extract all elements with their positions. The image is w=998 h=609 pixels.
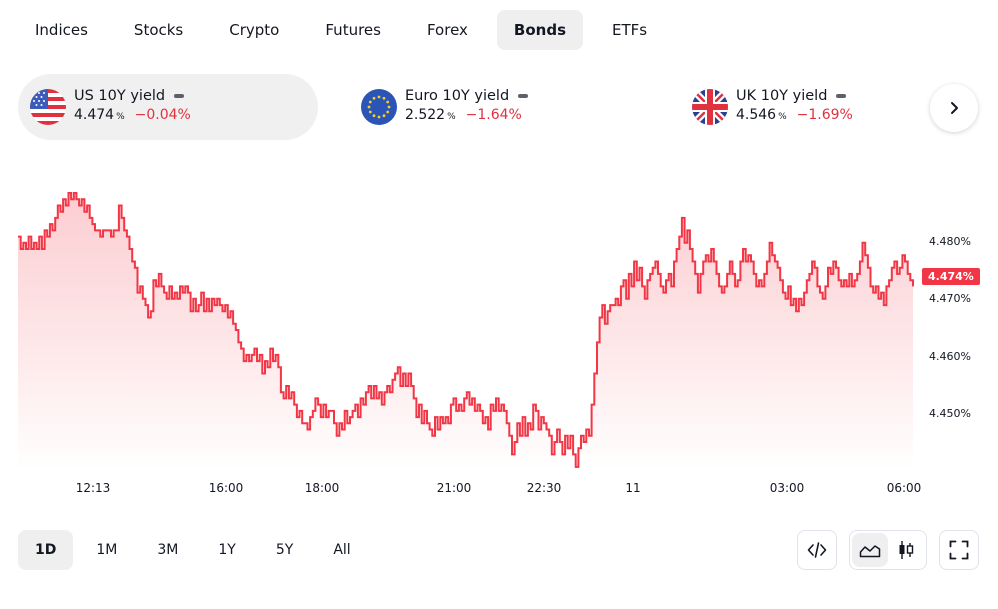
- status-dash-icon: [836, 94, 847, 98]
- ticker-unit: %: [447, 112, 456, 122]
- area-chart-button[interactable]: [852, 533, 888, 567]
- y-tick-label: 4.460%: [929, 350, 971, 363]
- x-tick-label: 06:00: [886, 481, 922, 495]
- chevron-right-icon: [951, 102, 958, 114]
- tab-bonds[interactable]: Bonds: [496, 10, 584, 50]
- x-tick-label: 11: [625, 481, 641, 495]
- ticker-card-uk10y[interactable]: UK 10Y yield 4.546% −1.69%: [680, 74, 910, 140]
- x-tick-label: 03:00: [769, 481, 805, 495]
- ticker-unit: %: [778, 112, 787, 122]
- chart-style-toggle: [849, 530, 927, 570]
- chart-tools: [797, 530, 979, 570]
- x-tick-label: 12:13: [75, 481, 111, 495]
- range-selector: 1D 1M 3M 1Y 5Y All: [18, 530, 374, 570]
- ticker-unit: %: [116, 112, 125, 122]
- ticker-change: −0.04%: [134, 107, 191, 123]
- tab-indices[interactable]: Indices: [35, 21, 88, 39]
- ticker-cards: US 10Y yield 4.474% −0.04% Euro 10Y yiel…: [18, 74, 978, 142]
- ticker-value: 4.546: [736, 107, 777, 123]
- range-5y[interactable]: 5Y: [275, 542, 294, 558]
- ticker-name: Euro 10Y yield: [405, 88, 510, 104]
- x-tick-label: 18:00: [304, 481, 340, 495]
- fullscreen-icon: [949, 540, 969, 560]
- ticker-card-us10y[interactable]: US 10Y yield 4.474% −0.04%: [18, 74, 318, 140]
- area-fill: [18, 193, 913, 470]
- next-tickers-button[interactable]: [930, 84, 978, 132]
- tab-crypto[interactable]: Crypto: [229, 21, 280, 39]
- last-value-label: 4.474%: [922, 268, 980, 285]
- ticker-card-euro10y[interactable]: Euro 10Y yield 2.522% −1.64%: [349, 74, 649, 140]
- y-tick-label: 4.480%: [929, 235, 971, 248]
- eu-flag-icon: [361, 89, 397, 125]
- x-tick-label: 22:30: [526, 481, 562, 495]
- range-1d[interactable]: 1D: [18, 530, 74, 570]
- status-dash-icon: [518, 94, 529, 98]
- x-tick-label: 21:00: [436, 481, 472, 495]
- yield-chart[interactable]: 4.480% 4.470% 4.460% 4.450% 4.474% 12:13…: [0, 170, 998, 500]
- area-chart-icon: [859, 545, 881, 558]
- y-tick-label: 4.450%: [929, 407, 971, 420]
- range-all[interactable]: All: [333, 542, 351, 558]
- ticker-change: −1.69%: [796, 107, 853, 123]
- candlestick-icon: [899, 541, 914, 559]
- range-1m[interactable]: 1M: [96, 542, 118, 558]
- ticker-change: −1.64%: [465, 107, 522, 123]
- us-flag-icon: [30, 89, 66, 125]
- tab-futures[interactable]: Futures: [325, 21, 381, 39]
- embed-button[interactable]: [797, 530, 837, 570]
- market-tabs: Indices Stocks Crypto Futures Forex Bond…: [18, 10, 676, 50]
- ticker-value: 4.474: [74, 107, 115, 123]
- ticker-name: US 10Y yield: [74, 88, 166, 104]
- range-1y[interactable]: 1Y: [218, 542, 236, 558]
- tab-etfs[interactable]: ETFs: [612, 21, 648, 39]
- y-tick-label: 4.470%: [929, 292, 971, 305]
- tab-forex[interactable]: Forex: [426, 21, 468, 39]
- status-dash-icon: [174, 94, 185, 98]
- ticker-value: 2.522: [405, 107, 446, 123]
- uk-flag-icon: [692, 89, 728, 125]
- x-tick-label: 16:00: [208, 481, 244, 495]
- fullscreen-button[interactable]: [939, 530, 979, 570]
- ticker-name: UK 10Y yield: [736, 88, 828, 104]
- chart-canvas: [18, 192, 914, 470]
- code-icon: [807, 542, 827, 558]
- range-3m[interactable]: 3M: [157, 542, 179, 558]
- tab-stocks[interactable]: Stocks: [133, 21, 184, 39]
- candles-chart-button[interactable]: [888, 533, 924, 567]
- series-line: [18, 192, 914, 468]
